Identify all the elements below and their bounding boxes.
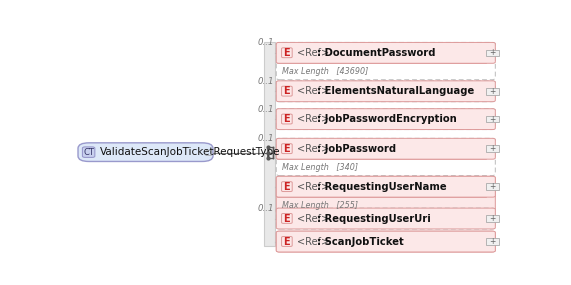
Text: : ElementsNaturalLanguage: : ElementsNaturalLanguage xyxy=(316,86,474,96)
Bar xyxy=(485,50,499,56)
Text: E: E xyxy=(284,182,290,192)
Bar xyxy=(485,238,499,245)
Text: <Ref>: <Ref> xyxy=(296,114,329,124)
FancyBboxPatch shape xyxy=(276,109,495,130)
Text: □: □ xyxy=(204,148,211,157)
FancyBboxPatch shape xyxy=(276,109,495,130)
Text: E: E xyxy=(284,237,290,247)
Text: <Ref>: <Ref> xyxy=(296,213,329,223)
Bar xyxy=(264,42,275,246)
Bar xyxy=(485,145,499,152)
Text: E: E xyxy=(284,213,290,223)
Text: Max Length   [255]: Max Length [255] xyxy=(282,201,357,210)
Text: ValidateScanJobTicketRequestType: ValidateScanJobTicketRequestType xyxy=(100,147,280,157)
Text: E: E xyxy=(284,86,290,96)
FancyBboxPatch shape xyxy=(276,81,495,102)
FancyBboxPatch shape xyxy=(276,42,495,80)
Text: : RequestingUserUri: : RequestingUserUri xyxy=(316,213,431,223)
Text: : DocumentPassword: : DocumentPassword xyxy=(316,48,435,58)
FancyBboxPatch shape xyxy=(276,208,495,229)
FancyBboxPatch shape xyxy=(276,138,495,176)
Text: 0..1: 0..1 xyxy=(258,77,274,86)
FancyBboxPatch shape xyxy=(82,147,95,157)
Bar xyxy=(485,215,499,222)
Text: +: + xyxy=(489,48,496,57)
Text: <Ref>: <Ref> xyxy=(296,144,329,154)
Text: +: + xyxy=(489,87,496,96)
Text: 0..1: 0..1 xyxy=(258,38,274,47)
Text: : ScanJobTicket: : ScanJobTicket xyxy=(316,237,403,247)
FancyBboxPatch shape xyxy=(276,208,495,229)
Text: +: + xyxy=(489,144,496,153)
Text: <Ref>: <Ref> xyxy=(296,182,329,192)
Text: 0..1: 0..1 xyxy=(258,204,274,213)
Text: +: + xyxy=(489,237,496,246)
FancyBboxPatch shape xyxy=(276,231,495,252)
Text: CT: CT xyxy=(83,148,94,157)
FancyBboxPatch shape xyxy=(282,213,292,223)
Text: <Ref>: <Ref> xyxy=(296,237,329,247)
Text: : JobPassword: : JobPassword xyxy=(316,144,396,154)
Bar xyxy=(485,88,499,95)
Text: E: E xyxy=(284,114,290,124)
FancyBboxPatch shape xyxy=(276,231,495,252)
FancyBboxPatch shape xyxy=(282,48,292,58)
FancyBboxPatch shape xyxy=(276,138,495,159)
FancyBboxPatch shape xyxy=(282,144,292,154)
Text: 0..1: 0..1 xyxy=(258,105,274,114)
Text: +: + xyxy=(489,214,496,223)
Text: <Ref>: <Ref> xyxy=(296,48,329,58)
Text: 0..1: 0..1 xyxy=(258,134,274,143)
FancyBboxPatch shape xyxy=(276,176,495,197)
Bar xyxy=(485,184,499,190)
Bar xyxy=(485,116,499,123)
FancyBboxPatch shape xyxy=(276,42,495,63)
Text: +: + xyxy=(489,115,496,124)
Text: : RequestingUserName: : RequestingUserName xyxy=(316,182,446,192)
Text: : JobPasswordEncryption: : JobPasswordEncryption xyxy=(316,114,456,124)
Text: +: + xyxy=(489,182,496,191)
FancyBboxPatch shape xyxy=(276,176,495,213)
FancyBboxPatch shape xyxy=(282,86,292,96)
Text: Max Length   [43690]: Max Length [43690] xyxy=(282,67,368,76)
FancyBboxPatch shape xyxy=(282,237,292,247)
FancyBboxPatch shape xyxy=(276,81,495,102)
FancyBboxPatch shape xyxy=(282,114,292,124)
Text: Max Length   [340]: Max Length [340] xyxy=(282,163,357,172)
Text: <Ref>: <Ref> xyxy=(296,86,329,96)
Text: E: E xyxy=(284,144,290,154)
FancyBboxPatch shape xyxy=(282,182,292,192)
FancyBboxPatch shape xyxy=(78,143,213,162)
Text: E: E xyxy=(284,48,290,58)
